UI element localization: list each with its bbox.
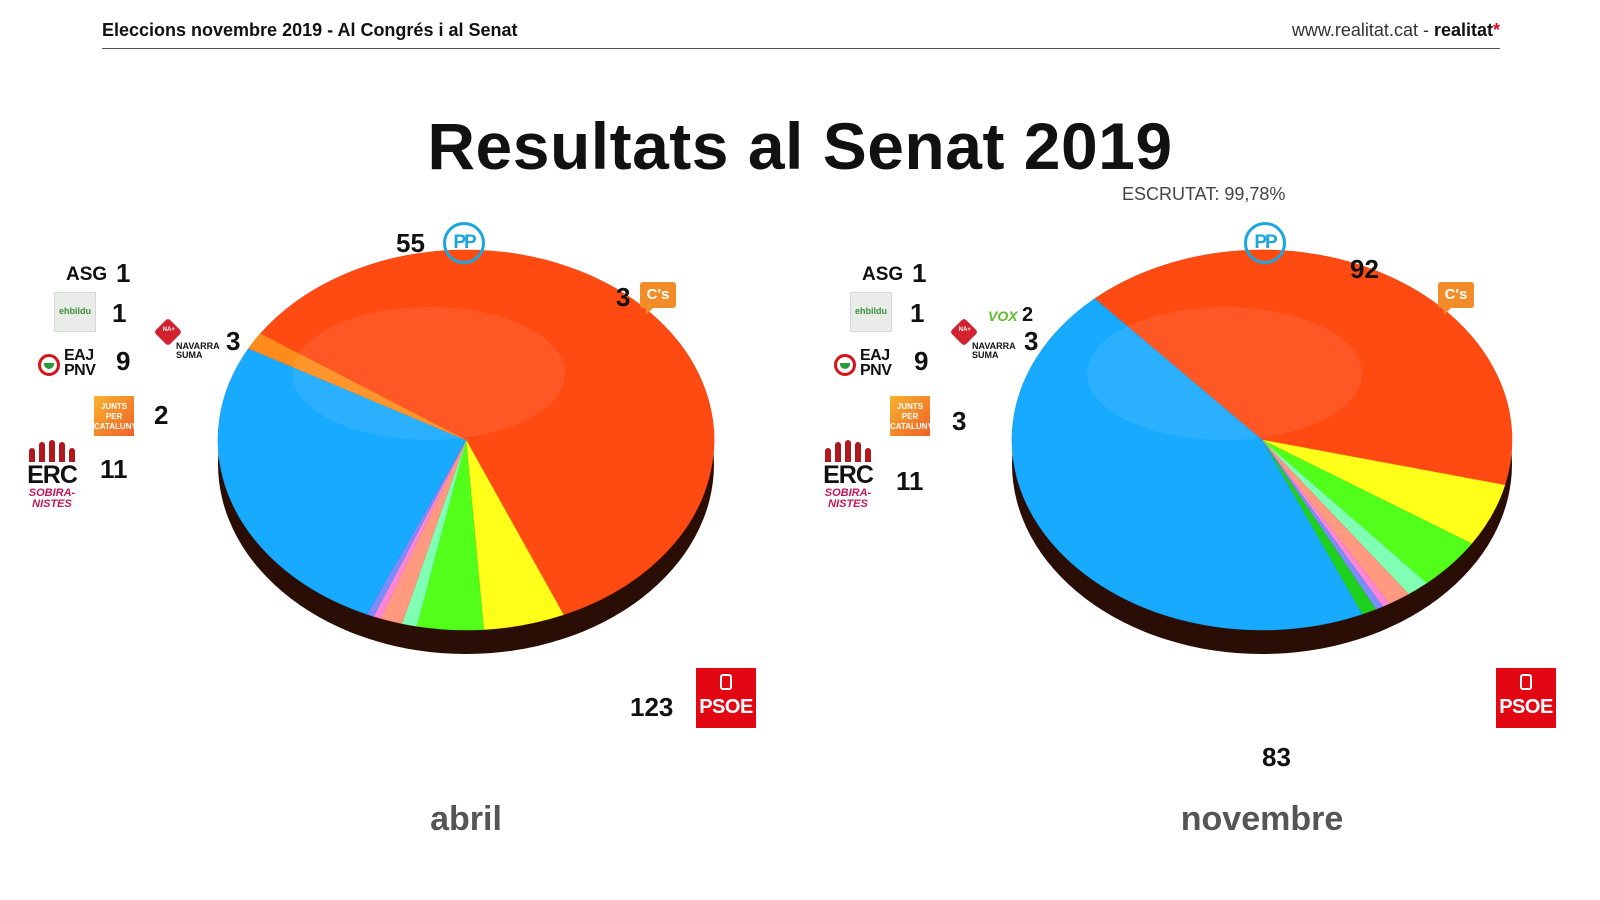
header-separator: -: [1417, 20, 1434, 40]
pie-abril: [217, 249, 715, 654]
vox-logo: VOX: [988, 308, 1018, 324]
pp-value-novembre: 92: [1350, 254, 1379, 284]
junts-logo: JUNTS PER CATALUNYA: [94, 396, 142, 436]
month-label-novembre: novembre: [1180, 800, 1344, 838]
pnv-circle-icon-novembre: [834, 354, 856, 376]
psoe-fist-icon: [720, 674, 732, 690]
erc-bars-icon-novembre: [820, 440, 876, 462]
psoe-value-abril: 123: [630, 692, 674, 722]
junts-value-abril: 2: [154, 400, 169, 430]
header-brand-star: *: [1492, 20, 1500, 40]
ehbildu-value-novembre: 1: [910, 298, 925, 328]
junts-logo-line-3: CATALUNYA: [94, 422, 142, 431]
navarra-value-novembre: 3: [1024, 326, 1039, 356]
pie-highlight-novembre: [1087, 307, 1362, 440]
pnv-logo-text-novembre: EAJ PNV: [860, 347, 892, 379]
navarra-mark-text: NA+: [162, 326, 175, 333]
pnv-logo-line-2-novembre: PNV: [860, 362, 892, 379]
header-brand: realitat: [1433, 20, 1493, 40]
pnv-logo-line-1-novembre: EAJ: [860, 347, 890, 364]
junts-value-novembre: 3: [952, 406, 967, 436]
pie-highlight-abril: [292, 307, 566, 440]
pnv-logo-text: EAJ PNV: [64, 347, 96, 379]
erc-logo-sub-2-novembre: NISTES: [828, 498, 868, 510]
navarra-logo-text-novembre: NAVARRA SUMA: [972, 342, 1016, 360]
header-credit: www.realitat.cat - realitat*: [1292, 20, 1500, 41]
navarra-suma-logo: NA+ NAVARRA SUMA: [153, 317, 228, 360]
slice-cs-abril: [248, 333, 467, 441]
cs-value-abril: 3: [616, 282, 631, 312]
erc-value-abril: 11: [100, 454, 128, 484]
erc-logo: ERC SOBIRA- NISTES: [24, 440, 80, 520]
cs-logo-abril: C's: [640, 282, 676, 315]
junts-logo-line-3-novembre: CATALUNYA: [890, 422, 938, 431]
erc-logo-text: ERC: [27, 461, 78, 489]
pp-logo-abril: PP: [443, 222, 485, 264]
pie-novembre: [1011, 249, 1513, 654]
junts-logo-line-2: PER: [105, 412, 123, 421]
psoe-value-novembre: 83: [1262, 742, 1291, 772]
erc-bars-icon: [24, 440, 80, 462]
slice-psoe-novembre: [1094, 249, 1513, 486]
erc-logo-subtext: SOBIRA- NISTES: [24, 488, 80, 510]
pnv-logo-line-2: PNV: [64, 362, 96, 379]
navarra-mark-text-novembre: NA+: [958, 326, 971, 333]
month-label-abril: abril: [430, 800, 502, 838]
header-title: Eleccions novembre 2019 - Al Congrés i a…: [102, 20, 518, 40]
asg-value-abril: 1: [116, 258, 131, 288]
navarra-value-abril: 3: [226, 326, 241, 356]
navarra-logo-line-2: SUMA: [176, 350, 203, 360]
asg-value-novembre: 1: [912, 258, 927, 288]
ehbildu-logo-novembre: ehbildu: [850, 292, 892, 332]
vox-value-novembre: 2: [1022, 304, 1034, 326]
header-bar: Eleccions novembre 2019 - Al Congrés i a…: [102, 16, 1500, 49]
slice-pp-novembre: [1011, 298, 1363, 631]
slice-pp-abril: [217, 348, 467, 615]
junts-logo-line-1-novembre: JUNTS: [896, 402, 924, 411]
pnv-logo: EAJ PNV: [38, 347, 110, 382]
asg-label-abril: ASG: [66, 264, 108, 285]
ehbildu-logo: ehbildu: [54, 292, 96, 332]
navarra-logo-line-1: NAVARRA: [176, 341, 220, 351]
erc-logo-sub-1-novembre: SOBIRA-: [824, 487, 872, 499]
slice-psoe-abril: [259, 249, 715, 616]
asg-label-novembre: ASG: [862, 264, 904, 285]
pnv-value-abril: 9: [116, 346, 131, 376]
navarra-logo-line-1-novembre: NAVARRA: [972, 341, 1016, 351]
navarra-suma-logo-novembre: NA+ NAVARRA SUMA: [949, 317, 1024, 360]
navarra-logo-text: NAVARRA SUMA: [176, 342, 220, 360]
pnv-logo-novembre: EAJ PNV: [834, 347, 906, 382]
pnv-logo-line-1: EAJ: [64, 347, 94, 364]
junts-logo-line-2-novembre: PER: [901, 412, 919, 421]
erc-logo-sub-1: SOBIRA-: [28, 487, 76, 499]
page-title: Resultats al Senat 2019: [427, 109, 1173, 183]
pnv-circle-icon: [38, 354, 60, 376]
header-site[interactable]: www.realitat.cat: [1291, 20, 1418, 40]
pp-logo-novembre: PP: [1244, 222, 1286, 264]
pnv-value-novembre: 9: [914, 346, 929, 376]
psoe-logo-text-abril: PSOE: [699, 696, 753, 718]
ehbildu-value-abril: 1: [112, 298, 127, 328]
erc-logo-text-novembre: ERC: [823, 461, 874, 489]
erc-logo-subtext-novembre: SOBIRA- NISTES: [820, 488, 876, 510]
pp-value-abril: 55: [396, 228, 425, 258]
psoe-fist-icon-novembre: [1520, 674, 1532, 690]
escrutat-label: ESCRUTAT: 99,78%: [1122, 184, 1286, 204]
erc-logo-novembre: ERC SOBIRA- NISTES: [820, 440, 876, 520]
psoe-logo-novembre: PSOE: [1496, 668, 1556, 728]
navarra-logo-line-2-novembre: SUMA: [972, 350, 999, 360]
psoe-logo-abril: PSOE: [696, 668, 756, 728]
psoe-logo-text-novembre: PSOE: [1499, 696, 1553, 718]
cs-logo-novembre: C's: [1438, 282, 1474, 315]
junts-logo-novembre: JUNTS PER CATALUNYA: [890, 396, 938, 436]
junts-logo-line-1: JUNTS: [100, 402, 128, 411]
erc-value-novembre: 11: [896, 466, 924, 496]
erc-logo-sub-2: NISTES: [32, 498, 72, 510]
